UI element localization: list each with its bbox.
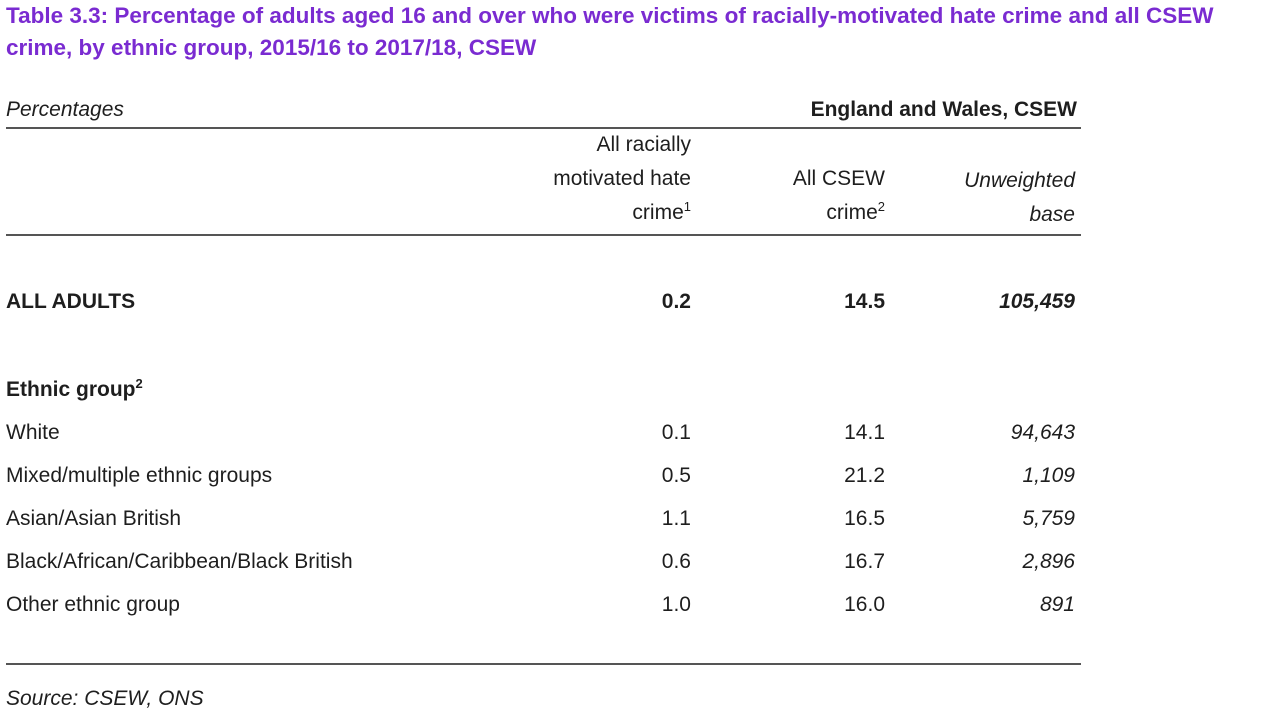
coverage-label: England and Wales, CSEW: [810, 98, 1077, 121]
cell-unweighted-base: 94,643: [1010, 421, 1075, 444]
cell-all-csew: 16.0: [844, 593, 885, 616]
row-label: Other ethnic group: [6, 593, 180, 616]
footnote-marker: 1: [683, 199, 691, 214]
column-header-text: crime: [632, 201, 684, 224]
column-header-text: crime: [826, 201, 878, 224]
column-header-racially-motivated: All racially motivated hate crime1: [553, 128, 691, 230]
column-header-line: crime1: [553, 196, 691, 230]
units-label: Percentages: [6, 98, 124, 121]
cell-unweighted-base: 1,109: [1022, 464, 1075, 487]
cell-racially-motivated: 1.1: [661, 507, 691, 530]
row-label: Black/African/Caribbean/Black British: [6, 550, 353, 573]
table-row: Mixed/multiple ethnic groups 0.5 21.2 1,…: [6, 459, 1081, 493]
table-row: Black/African/Caribbean/Black British 0.…: [6, 545, 1081, 579]
table-title: Table 3.3: Percentage of adults aged 16 …: [6, 3, 1214, 60]
table-row: Asian/Asian British 1.1 16.5 5,759: [6, 502, 1081, 536]
top-rule: [6, 127, 1081, 129]
section-label-text: Ethnic group: [6, 378, 136, 401]
table-units-row: Percentages England and Wales, CSEW: [6, 95, 1081, 127]
table-row: White 0.1 14.1 94,643: [6, 416, 1081, 450]
section-heading-ethnic-group: Ethnic group2: [6, 373, 1081, 407]
column-header-line: crime2: [793, 196, 885, 230]
source-note: Source: CSEW, ONS: [6, 687, 204, 710]
column-header-line: All CSEW: [792, 167, 885, 190]
cell-unweighted-base: 891: [1039, 593, 1075, 616]
table-row: Other ethnic group 1.0 16.0 891: [6, 588, 1081, 622]
column-header-all-csew: All CSEW crime2: [793, 162, 885, 230]
section-label: Ethnic group2: [6, 373, 143, 407]
cell-all-csew: 14.1: [844, 421, 885, 444]
cell-all-csew: 21.2: [844, 464, 885, 487]
table-row-all-adults: ALL ADULTS 0.2 14.5 105,459: [6, 285, 1081, 319]
column-header-unweighted-base: Unweighted base: [964, 164, 1075, 232]
cell-unweighted-base: 5,759: [1022, 507, 1075, 530]
cell-racially-motivated: 0.2: [661, 290, 691, 313]
cell-unweighted-base: 105,459: [999, 290, 1075, 313]
cell-racially-motivated: 0.6: [661, 550, 691, 573]
column-header-line: Unweighted: [964, 169, 1075, 192]
row-label: Mixed/multiple ethnic groups: [6, 464, 273, 487]
cell-racially-motivated: 0.5: [661, 464, 691, 487]
header-rule: [6, 234, 1081, 236]
column-header-line: base: [1029, 203, 1075, 226]
cell-unweighted-base: 2,896: [1022, 550, 1075, 573]
column-header-line: motivated hate: [553, 167, 691, 190]
footnote-marker: 2: [877, 199, 885, 214]
row-label: White: [6, 421, 60, 444]
cell-all-csew: 16.7: [844, 550, 885, 573]
cell-racially-motivated: 0.1: [661, 421, 691, 444]
column-header-line: All racially: [596, 133, 691, 156]
row-label: ALL ADULTS: [6, 290, 136, 313]
cell-all-csew: 14.5: [844, 290, 885, 313]
bottom-rule: [6, 663, 1081, 665]
footnote-marker: 2: [135, 376, 143, 391]
cell-racially-motivated: 1.0: [661, 593, 691, 616]
row-label: Asian/Asian British: [6, 507, 182, 530]
cell-all-csew: 16.5: [844, 507, 885, 530]
